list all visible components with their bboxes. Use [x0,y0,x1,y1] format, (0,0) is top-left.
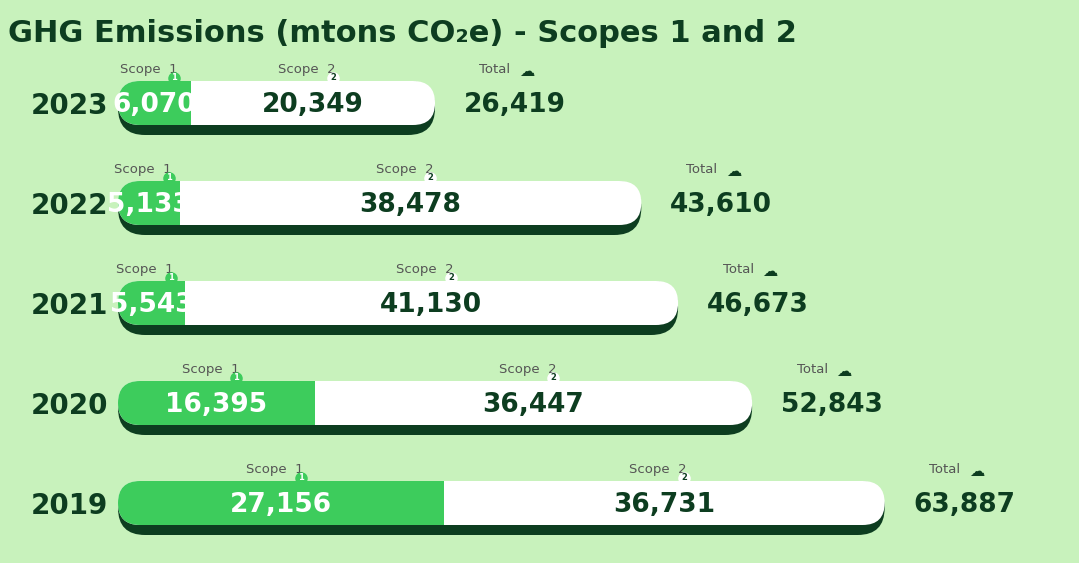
Text: Scope  1: Scope 1 [117,263,174,276]
Text: GHG Emissions (mtons CO₂e) - Scopes 1 and 2: GHG Emissions (mtons CO₂e) - Scopes 1 an… [8,19,797,48]
Text: 2: 2 [681,473,687,482]
Text: 20,349: 20,349 [262,92,364,118]
FancyBboxPatch shape [118,381,752,425]
Text: 2: 2 [427,173,434,182]
FancyBboxPatch shape [118,81,435,125]
Text: 5,133: 5,133 [107,193,191,218]
Text: Total: Total [479,63,510,76]
FancyBboxPatch shape [118,81,435,135]
FancyBboxPatch shape [118,281,185,325]
Text: 46,673: 46,673 [707,293,809,319]
Text: 43,610: 43,610 [670,193,773,218]
Text: 27,156: 27,156 [230,493,332,519]
Text: Scope  2: Scope 2 [375,163,434,176]
Text: 1: 1 [233,373,240,382]
FancyBboxPatch shape [118,481,443,525]
Text: ☁: ☁ [763,264,778,279]
Text: Total: Total [929,463,960,476]
Text: 63,887: 63,887 [914,493,1015,519]
Text: 6,070: 6,070 [112,92,196,118]
Text: 52,843: 52,843 [781,392,883,418]
Text: 2: 2 [449,274,454,283]
Text: Total: Total [723,263,753,276]
Bar [145,281,651,325]
Text: Total: Total [686,163,716,176]
Text: 38,478: 38,478 [359,193,462,218]
Text: 1: 1 [168,274,174,283]
Bar [158,181,179,225]
FancyBboxPatch shape [118,181,641,235]
FancyBboxPatch shape [118,481,885,535]
Text: ☁: ☁ [519,64,535,79]
Bar [145,181,614,225]
FancyBboxPatch shape [118,281,678,335]
Text: ☁: ☁ [726,164,741,179]
Text: Scope  1: Scope 1 [114,163,172,176]
Text: Scope  1: Scope 1 [246,463,304,476]
Text: 2: 2 [330,74,336,83]
Text: ☁: ☁ [969,464,984,479]
FancyBboxPatch shape [118,81,191,125]
Bar [145,81,408,125]
FancyBboxPatch shape [118,181,641,225]
Text: 2019: 2019 [30,491,108,520]
Text: 2020: 2020 [30,391,108,419]
Text: ☁: ☁ [836,364,851,379]
Text: 1: 1 [166,173,172,182]
FancyBboxPatch shape [118,281,678,325]
Bar [163,281,185,325]
Text: 36,731: 36,731 [613,493,715,519]
Text: 26,419: 26,419 [464,92,566,118]
Text: Scope  2: Scope 2 [498,363,557,376]
Bar [145,481,858,525]
Text: 2023: 2023 [30,92,108,119]
Text: 1: 1 [172,74,177,83]
Text: Scope  2: Scope 2 [278,63,336,76]
FancyBboxPatch shape [118,181,179,225]
Bar [422,481,443,525]
Text: 16,395: 16,395 [165,392,268,418]
Text: 1: 1 [298,473,304,482]
Text: 5,543: 5,543 [109,293,193,319]
Text: 2: 2 [550,373,557,382]
FancyBboxPatch shape [118,381,752,435]
FancyBboxPatch shape [118,381,315,425]
Text: 2022: 2022 [30,191,108,220]
Text: Scope  2: Scope 2 [396,263,454,276]
FancyBboxPatch shape [118,481,885,525]
Text: Total: Total [796,363,828,376]
Bar [145,381,725,425]
Text: 41,130: 41,130 [380,293,482,319]
Bar [292,381,315,425]
Text: Scope  1: Scope 1 [181,363,240,376]
Text: Scope  2: Scope 2 [629,463,687,476]
Text: 36,447: 36,447 [482,392,585,418]
Bar [168,81,191,125]
Text: 2021: 2021 [30,292,108,319]
Text: Scope  1: Scope 1 [120,63,177,76]
